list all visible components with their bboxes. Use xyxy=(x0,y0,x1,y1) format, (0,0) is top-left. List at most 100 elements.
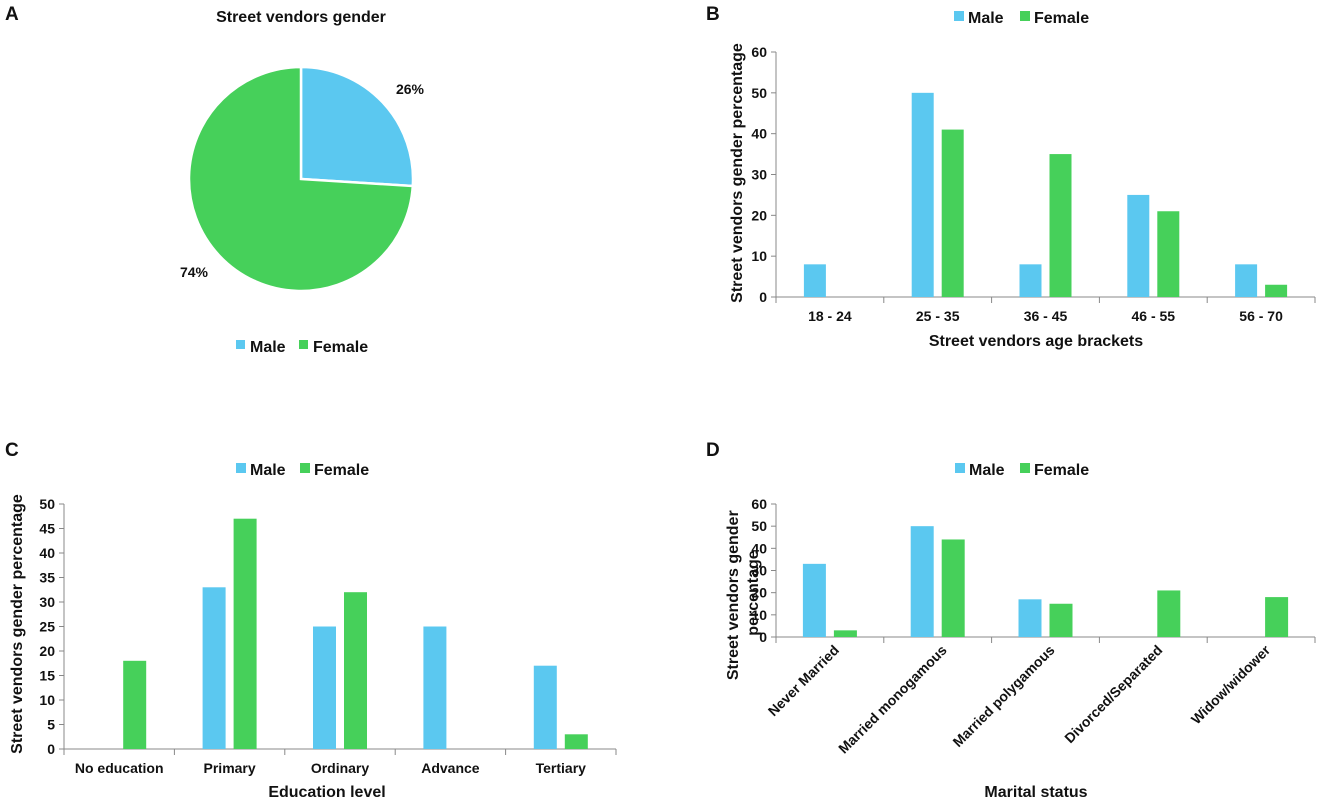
pie-legend-female-label: Female xyxy=(313,339,368,356)
bar-male-primary xyxy=(202,587,226,749)
pie-slices xyxy=(187,65,415,293)
y-tick-label: 60 xyxy=(751,496,767,512)
y-tick-label: 40 xyxy=(39,545,55,561)
legend-d-female-swatch xyxy=(1020,463,1030,473)
bar-male-46-55 xyxy=(1127,194,1150,297)
y-tick-label: 20 xyxy=(39,643,55,659)
bar-female-married-monogamous xyxy=(941,539,965,637)
chart-d-ylabel: Street vendors gender percentage xyxy=(725,506,762,680)
y-tick-label: 10 xyxy=(751,248,767,264)
bar-female-never-married xyxy=(833,630,857,637)
y-tick-label: 15 xyxy=(39,668,55,684)
pie-label-female: 74% xyxy=(180,264,209,280)
y-tick-label: 30 xyxy=(751,563,767,579)
chart-c-plot: 0 5 10 15 20 25 30 35 40 45 50 No education Primary O… xyxy=(39,496,617,776)
x-tick-label: Ordinary xyxy=(311,760,370,776)
legend-c-female-label: Female xyxy=(314,462,369,479)
y-tick-label: 50 xyxy=(751,518,767,534)
bar-female-no-education xyxy=(123,660,147,749)
x-tick-label: Never Married xyxy=(765,642,842,719)
pie-title: Street vendors gender xyxy=(216,9,386,26)
y-tick-label: 40 xyxy=(751,126,767,142)
y-tick-label: 20 xyxy=(751,207,767,223)
pie-label-male: 26% xyxy=(396,81,425,97)
legend-b-male-label: Male xyxy=(968,10,1004,27)
x-tick-label: Advance xyxy=(421,760,480,776)
x-tick-label: Married polygamous xyxy=(949,642,1057,750)
legend-c-male-swatch xyxy=(236,463,246,473)
y-tick-label: 5 xyxy=(47,717,55,733)
pie-legend-female-swatch xyxy=(299,340,308,349)
chart-d-ylabel-line1: Street vendors gender xyxy=(725,510,742,680)
x-tick-label: No education xyxy=(75,760,164,776)
x-tick-label: 46 - 55 xyxy=(1132,308,1176,324)
pie-legend-male-label: Male xyxy=(250,339,286,356)
x-tick-label: 36 - 45 xyxy=(1024,308,1068,324)
y-tick-label: 0 xyxy=(759,629,767,645)
legend-d: Male Female xyxy=(955,462,1089,479)
bar-male-married-monogamous xyxy=(910,526,934,637)
x-tick-label: Widow/widower xyxy=(1188,641,1274,727)
panel-c-education-bar-chart: Male Female 0 5 10 15 20 25 30 35 40 45 50 No educa… xyxy=(9,462,617,801)
panel-b-age-bar-chart: Male Female 0 10 20 30 40 50 60 18 - 24 25 - 35 3… xyxy=(729,10,1316,350)
y-tick-label: 0 xyxy=(47,741,55,757)
y-tick-label: 60 xyxy=(751,44,767,60)
x-tick-label: Primary xyxy=(204,760,256,776)
bar-male-advance xyxy=(423,626,447,749)
y-tick-label: 25 xyxy=(39,619,55,635)
chart-d-ylabel-line2: percentage xyxy=(745,550,762,635)
bar-male-56-70 xyxy=(1235,264,1258,297)
y-tick-label: 50 xyxy=(751,85,767,101)
pie-slice-female xyxy=(187,65,415,293)
bar-female-tertiary xyxy=(564,734,588,749)
bar-female-36-45 xyxy=(1049,154,1072,297)
pie-slice-male xyxy=(299,65,415,188)
y-tick-label: 20 xyxy=(751,585,767,601)
legend-d-male-label: Male xyxy=(969,462,1005,479)
bar-male-36-45 xyxy=(1019,264,1042,297)
x-tick-label: Tertiary xyxy=(536,760,587,776)
legend-c: Male Female xyxy=(236,462,369,479)
legend-c-male-label: Male xyxy=(250,462,286,479)
bar-male-never-married xyxy=(802,563,826,637)
chart-c-ylabel: Street vendors gender percentage xyxy=(9,494,26,754)
pie-legend: Male Female xyxy=(236,339,368,356)
legend-d-female-label: Female xyxy=(1034,462,1089,479)
bar-female-married-polygamous xyxy=(1049,603,1073,637)
panel-letter-c: C xyxy=(5,440,19,461)
x-tick-label: Married monogamous xyxy=(835,642,950,757)
y-tick-label: 10 xyxy=(39,692,55,708)
chart-b-ylabel: Street vendors gender percentage xyxy=(729,43,746,303)
x-tick-label: Divorced/Separated xyxy=(1061,642,1165,746)
bar-female-divorced-separated xyxy=(1157,590,1181,637)
y-tick-label: 40 xyxy=(751,540,767,556)
y-tick-label: 35 xyxy=(39,570,55,586)
legend-b-female-label: Female xyxy=(1034,10,1089,27)
x-tick-label: 18 - 24 xyxy=(808,308,852,324)
chart-c-xlabel: Education level xyxy=(268,784,385,801)
y-tick-label: 45 xyxy=(39,521,55,537)
chart-b-xlabel: Street vendors age brackets xyxy=(929,333,1143,350)
bar-male-tertiary xyxy=(533,665,557,749)
panel-a-pie-chart: Street vendors gender 26% 74% Male Femal… xyxy=(180,9,425,356)
y-tick-label: 30 xyxy=(751,167,767,183)
legend-d-male-swatch xyxy=(955,463,965,473)
panel-letter-d: D xyxy=(706,440,720,461)
bar-male-25-35 xyxy=(911,92,934,297)
bar-male-18-24 xyxy=(803,264,826,297)
legend-b-female-swatch xyxy=(1020,11,1030,21)
panel-letter-b: B xyxy=(706,4,720,25)
chart-d-xlabel: Marital status xyxy=(984,784,1087,801)
bar-female-25-35 xyxy=(941,129,964,297)
y-tick-label: 30 xyxy=(39,594,55,610)
pie-legend-male-swatch xyxy=(236,340,245,349)
panel-letter-a: A xyxy=(5,4,19,25)
bar-male-ordinary xyxy=(313,626,336,749)
legend-b-male-swatch xyxy=(954,11,964,21)
y-tick-label: 10 xyxy=(751,607,767,623)
bar-female-46-55 xyxy=(1157,211,1180,297)
bar-female-widow-widower xyxy=(1265,597,1289,637)
